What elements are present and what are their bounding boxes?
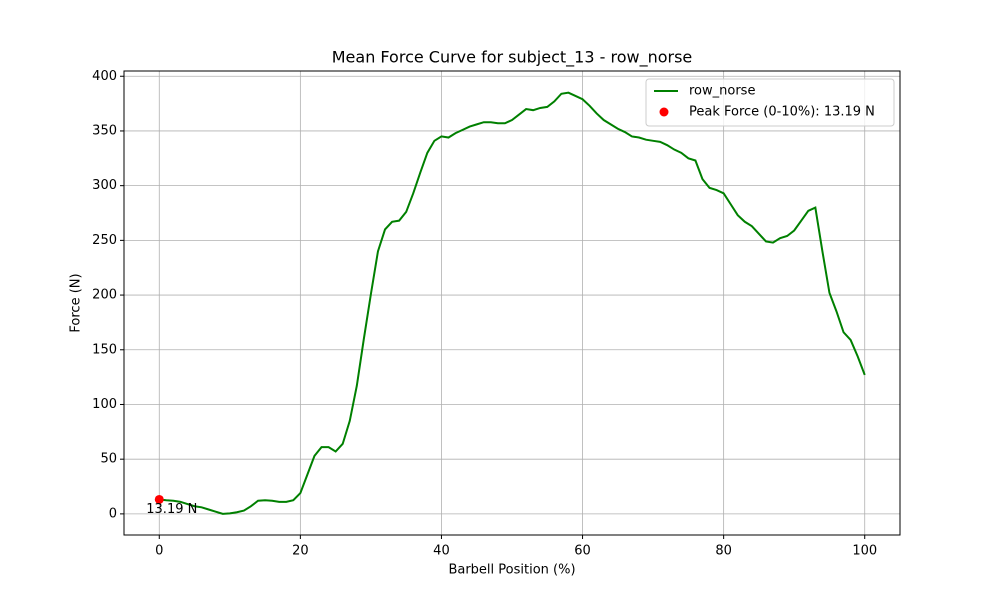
x-tick-label: 100	[852, 544, 877, 559]
y-tick-label: 350	[92, 123, 117, 138]
legend-label: Peak Force (0-10%): 13.19 N	[689, 105, 875, 120]
legend-label: row_norse	[689, 84, 755, 99]
y-tick-label: 400	[92, 69, 117, 84]
x-tick-label: 60	[574, 544, 591, 559]
y-tick-label: 50	[100, 452, 117, 467]
y-tick-label: 100	[92, 397, 117, 412]
chart-title: Mean Force Curve for subject_13 - row_no…	[332, 48, 693, 68]
y-tick-label: 200	[92, 288, 117, 303]
peak-point	[154, 494, 164, 504]
data-line	[159, 91, 866, 515]
x-axis-label: Barbell Position (%)	[448, 563, 575, 578]
legend-swatch	[659, 107, 669, 117]
annotation: 13.19 N	[146, 502, 197, 517]
y-tick-label: 0	[109, 506, 117, 521]
legend-box	[645, 78, 895, 127]
x-tick-label: 80	[715, 544, 732, 559]
x-tick-label: 0	[155, 544, 163, 559]
plot-frame	[123, 70, 901, 536]
x-tick-label: 40	[433, 544, 450, 559]
y-tick-label: 250	[92, 233, 117, 248]
x-tick-label: 20	[292, 544, 309, 559]
y-tick-label: 300	[92, 178, 117, 193]
y-tick-label: 150	[92, 342, 117, 357]
y-axis-label: Force (N)	[69, 273, 84, 332]
